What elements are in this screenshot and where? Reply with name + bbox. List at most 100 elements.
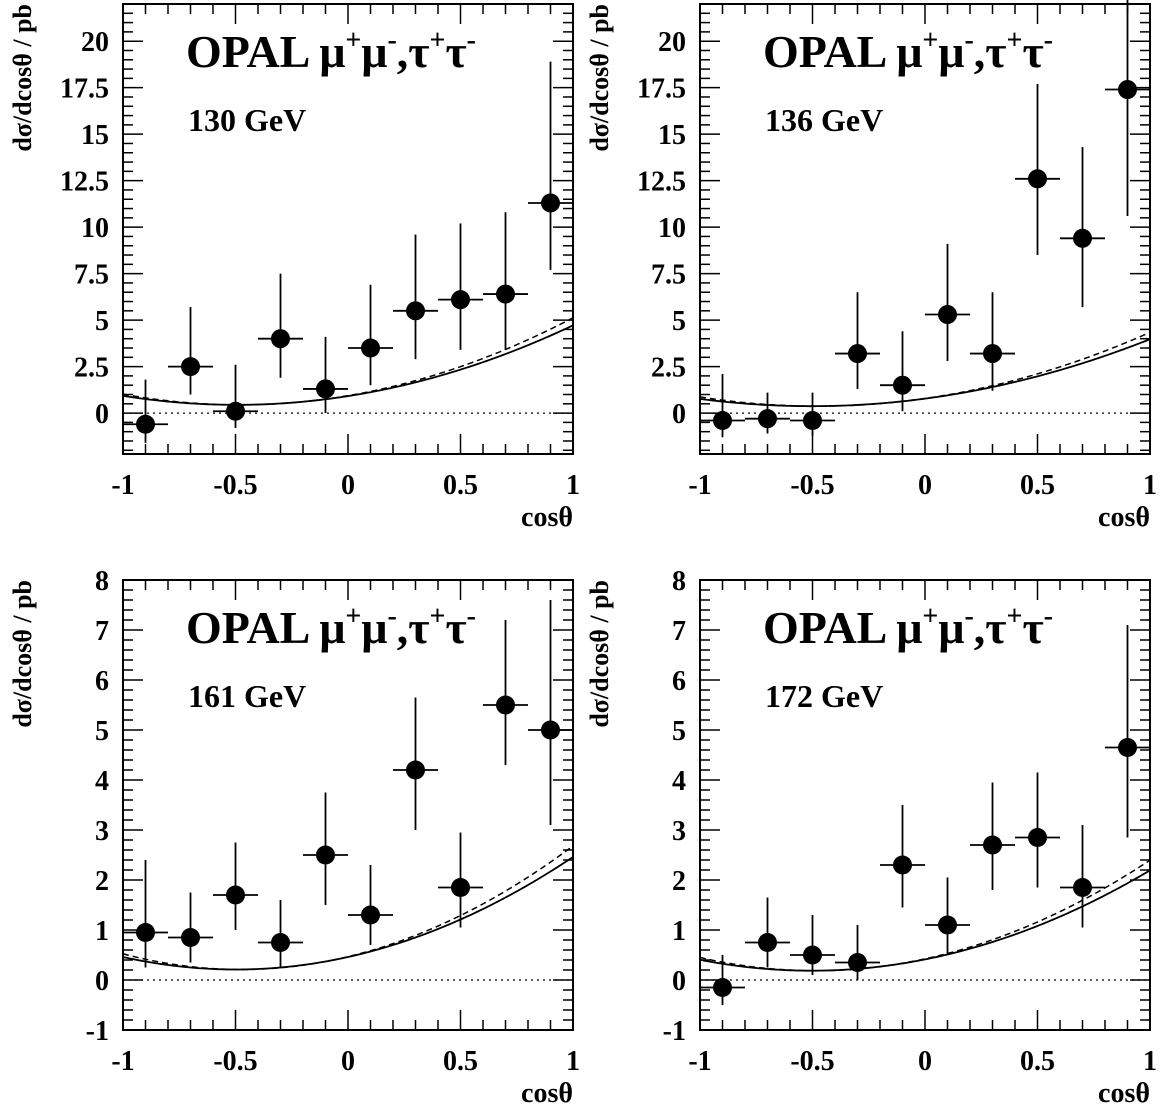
y-tick-label: 0 <box>672 966 686 997</box>
y-tick-label: 4 <box>95 766 109 797</box>
x-tick-label: 1 <box>566 1046 580 1077</box>
data-point <box>123 860 168 968</box>
data-point <box>348 284 393 386</box>
data-point <box>483 212 528 350</box>
data-marker <box>758 409 777 429</box>
data-marker <box>938 915 957 935</box>
data-point <box>258 273 303 378</box>
y-tick-label: 5 <box>95 306 109 337</box>
y-tick-label: 5 <box>672 306 686 337</box>
data-marker <box>136 414 155 434</box>
data-marker <box>1028 169 1047 189</box>
y-tick-label: 2.5 <box>74 353 109 384</box>
prediction-curve-dashed <box>123 317 573 406</box>
x-tick-label: -0.5 <box>213 470 257 501</box>
data-marker <box>181 928 200 947</box>
y-tick-label: 17.5 <box>60 74 109 105</box>
y-tick-label: 0 <box>95 399 109 430</box>
x-axis-ticks <box>122 4 574 454</box>
y-tick-label: 12.5 <box>637 167 686 198</box>
data-point <box>700 374 745 438</box>
data-point <box>483 620 528 765</box>
y-tick-label: 1 <box>95 916 109 947</box>
y-tick-label: 15 <box>81 120 109 151</box>
data-point <box>970 292 1015 391</box>
data-point <box>835 292 880 389</box>
data-point <box>970 782 1015 890</box>
y-tick-label: 8 <box>672 566 686 597</box>
data-point <box>790 392 835 436</box>
y-axis-label: dσ/dcosθ / pb <box>8 580 37 728</box>
data-point <box>438 832 483 928</box>
data-point <box>438 223 483 350</box>
data-marker <box>406 760 425 780</box>
data-marker <box>136 923 155 942</box>
chart-title: OPAL μ+μ-,τ+τ- <box>763 25 1053 77</box>
y-tick-label: 12.5 <box>60 167 109 198</box>
x-tick-label: 0 <box>341 1046 355 1077</box>
y-tick-label: 0 <box>95 966 109 997</box>
y-tick-label: 7.5 <box>651 260 686 291</box>
prediction-curve-dashed <box>700 331 1150 407</box>
data-marker <box>226 401 245 421</box>
data-point <box>123 379 168 443</box>
data-point <box>303 336 348 414</box>
data-marker <box>496 695 515 715</box>
data-marker <box>451 290 470 310</box>
y-tick-label: 3 <box>672 816 686 847</box>
y-tick-label: 6 <box>95 666 109 697</box>
x-tick-label: 0 <box>918 1046 932 1077</box>
data-point <box>1060 825 1105 928</box>
data-point <box>303 792 348 905</box>
x-axis-ticks <box>122 580 574 1030</box>
data-marker <box>938 305 957 325</box>
x-axis-label: cosθ <box>521 1078 573 1108</box>
x-tick-label: 1 <box>1143 470 1157 501</box>
y-tick-label: 5 <box>95 716 109 747</box>
y-tick-label: 0 <box>672 399 686 430</box>
data-point <box>393 234 438 360</box>
x-tick-label: 0 <box>341 470 355 501</box>
energy-label: 161 GeV <box>188 678 306 714</box>
y-tick-label: 17.5 <box>637 74 686 105</box>
data-marker <box>1028 828 1047 847</box>
y-tick-label: 2 <box>95 866 109 897</box>
data-point <box>258 900 303 968</box>
x-tick-label: 0.5 <box>1020 470 1055 501</box>
data-point <box>745 897 790 968</box>
data-marker <box>713 411 732 431</box>
x-tick-label: 0.5 <box>443 1046 478 1077</box>
y-tick-label: 4 <box>672 766 686 797</box>
energy-label: 172 GeV <box>765 678 883 714</box>
y-tick-label: 10 <box>81 213 109 244</box>
chart-title: OPAL μ+μ-,τ+τ- <box>763 601 1053 653</box>
data-marker <box>181 357 200 377</box>
y-tick-label: 7 <box>672 616 686 647</box>
x-tick-label: 1 <box>566 470 580 501</box>
data-point <box>168 892 213 963</box>
data-point <box>1060 147 1105 308</box>
data-marker <box>1118 80 1137 100</box>
data-marker <box>451 878 470 897</box>
y-tick-label: 15 <box>658 120 686 151</box>
y-tick-label: 5 <box>672 716 686 747</box>
y-tick-label: 8 <box>95 566 109 597</box>
data-point <box>700 955 745 1005</box>
y-tick-label: -1 <box>86 1016 109 1047</box>
data-marker <box>496 284 515 304</box>
x-tick-label: 0 <box>918 470 932 501</box>
data-point <box>348 865 393 945</box>
data-marker <box>316 379 335 399</box>
x-axis-label: cosθ <box>1098 1078 1150 1108</box>
data-marker <box>848 344 867 364</box>
x-tick-label: 0.5 <box>443 470 478 501</box>
prediction-curve-dashed <box>700 859 1150 972</box>
x-tick-label: -1 <box>111 1046 134 1077</box>
y-tick-label: 6 <box>672 666 686 697</box>
data-marker <box>406 301 425 321</box>
y-axis-label: dσ/dcosθ / pb <box>8 4 37 152</box>
